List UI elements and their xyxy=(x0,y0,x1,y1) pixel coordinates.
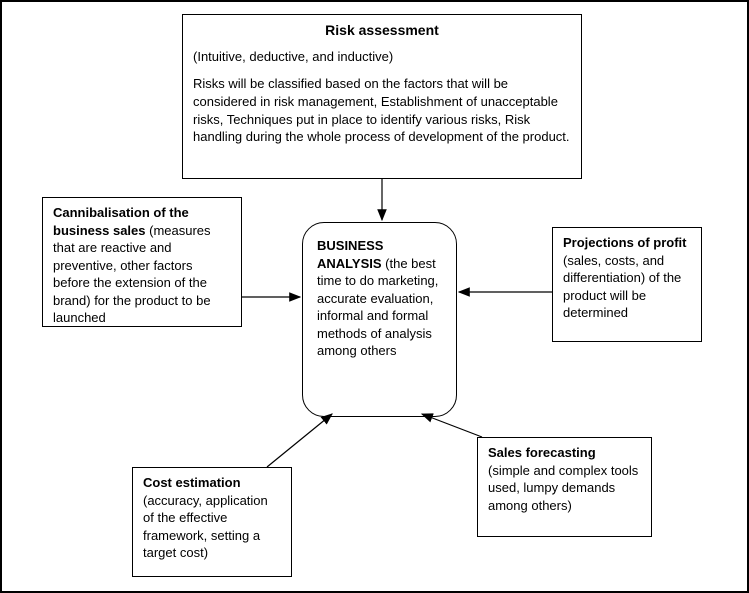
node-risk-assessment: Risk assessment (Intuitive, deductive, a… xyxy=(182,14,582,179)
node-risk-subtitle: (Intuitive, deductive, and inductive) xyxy=(193,48,571,66)
node-cannibalisation: Cannibalisation of the business sales (m… xyxy=(42,197,242,327)
edge-sales-to-center xyxy=(422,414,482,437)
node-projections-title: Projections of profit xyxy=(563,235,687,250)
node-business-analysis: BUSINESS ANALYSIS (the best time to do m… xyxy=(302,222,457,417)
diagram-canvas: Risk assessment (Intuitive, deductive, a… xyxy=(0,0,749,593)
edge-cost-to-center xyxy=(267,414,332,467)
node-projections-body: (sales, costs, and differentiation) of t… xyxy=(563,253,681,321)
node-sales-title: Sales forecasting xyxy=(488,445,596,460)
node-center-title: BUSINESS ANALYSIS xyxy=(317,238,385,271)
node-cost-estimation: Cost estimation (accuracy, application o… xyxy=(132,467,292,577)
node-sales-forecasting: Sales forecasting (simple and complex to… xyxy=(477,437,652,537)
node-sales-body: (simple and complex tools used, lumpy de… xyxy=(488,463,638,513)
node-risk-body: Risks will be classified based on the fa… xyxy=(193,76,570,144)
node-cost-title: Cost estimation xyxy=(143,475,241,490)
node-projections: Projections of profit (sales, costs, and… xyxy=(552,227,702,342)
node-cost-body: (accuracy, application of the effective … xyxy=(143,493,268,561)
node-risk-title: Risk assessment xyxy=(193,21,571,40)
